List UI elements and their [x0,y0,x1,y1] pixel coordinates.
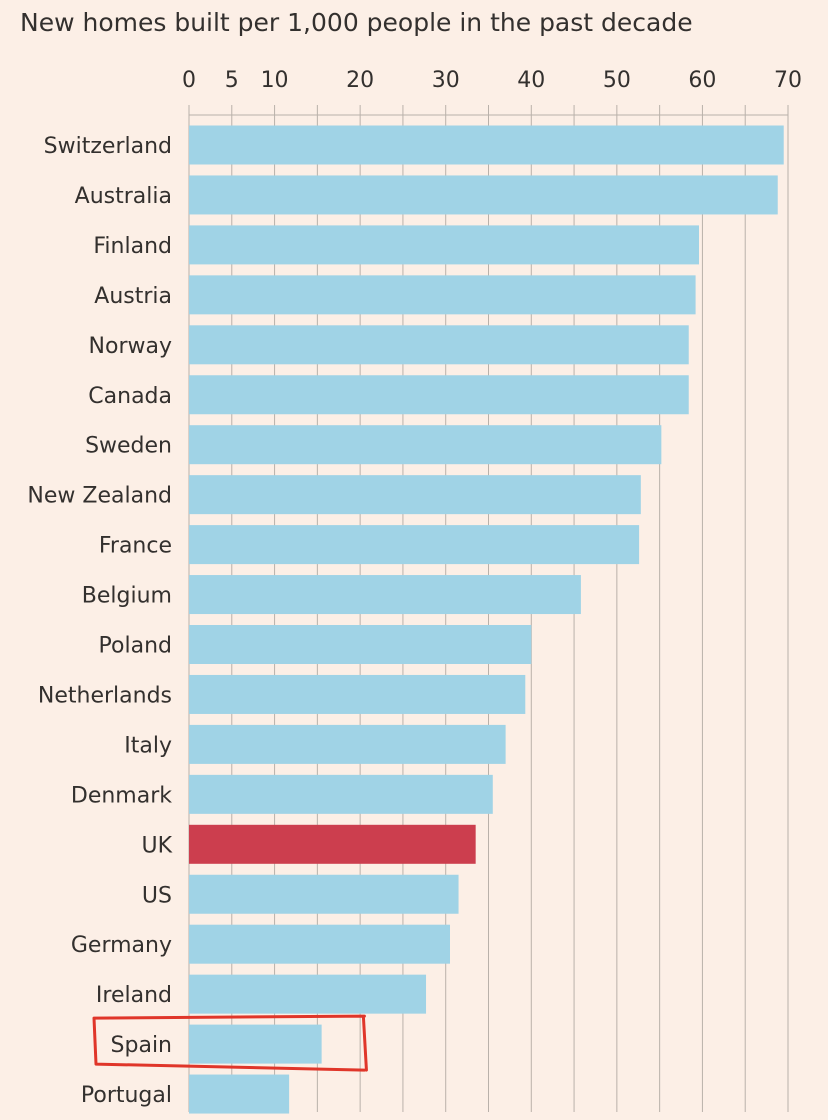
category-label: Ireland [96,983,172,1008]
bar [189,375,689,415]
bar [189,724,506,764]
bar [189,125,784,165]
bar [189,325,689,365]
category-label: France [99,534,172,559]
tick-label: 0 [182,68,196,93]
category-label: Sweden [85,434,172,459]
annotation-box [92,1014,368,1072]
annotation-layer [92,1014,368,1072]
bar [189,874,459,914]
category-label: Germany [71,933,172,958]
bar [189,674,526,714]
tick-label: 20 [346,68,374,93]
bar [189,924,450,964]
category-label: Australia [75,184,172,209]
chart-title: New homes built per 1,000 people in the … [20,8,693,37]
category-label: Austria [94,284,172,309]
tick-label: 40 [517,68,545,93]
category-label: Italy [124,733,172,758]
category-label: UK [141,833,172,858]
category-label: Belgium [82,584,172,609]
category-label: Netherlands [38,683,172,708]
bar [189,225,700,265]
category-label: Portugal [81,1083,172,1108]
axis-layer: 0 5 10 20 30 40 50 60 70 [182,68,802,116]
bar [189,575,581,615]
bar [189,275,696,315]
bar [189,625,532,664]
tick-label: 60 [688,68,716,93]
bar [189,974,427,1014]
category-label: New Zealand [27,484,172,509]
bar [189,525,640,565]
category-label: Norway [89,334,172,359]
bar [189,175,778,215]
category-label: Poland [99,634,172,659]
bar [189,774,493,814]
label-layer: Switzerland Australia Finland Austria Norway… [27,134,172,1108]
category-label: Canada [88,384,172,409]
bar-layer [189,125,784,1114]
tick-label: 70 [774,68,802,93]
bar [189,475,641,515]
bar [189,425,662,465]
tick-label: 10 [261,68,289,93]
category-label: Switzerland [44,134,172,159]
tick-label: 5 [225,68,239,93]
bar [189,824,476,864]
bar [189,1074,290,1114]
bar [189,1024,322,1064]
category-label: Denmark [71,783,172,808]
tick-label: 30 [432,68,460,93]
category-label: Spain [111,1033,172,1058]
category-label: US [142,883,172,908]
category-label: Finland [93,234,172,259]
tick-label: 50 [603,68,631,93]
